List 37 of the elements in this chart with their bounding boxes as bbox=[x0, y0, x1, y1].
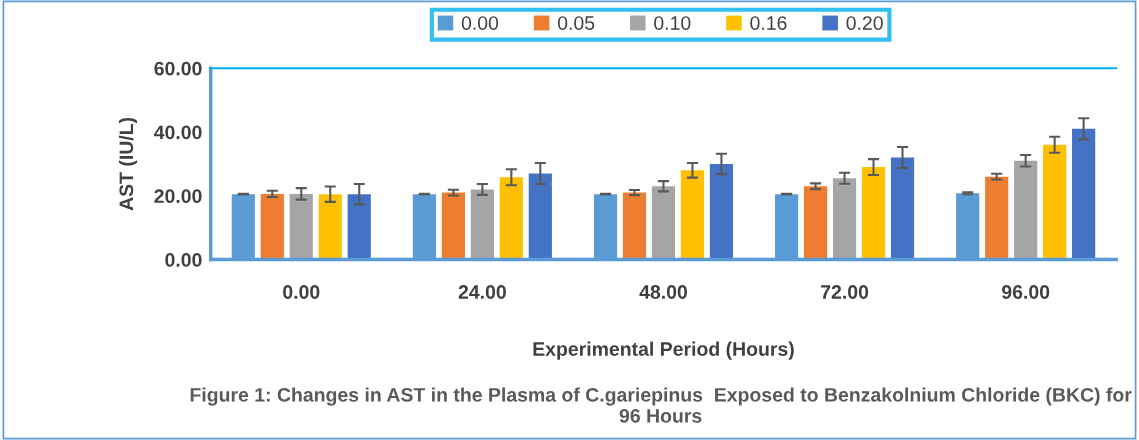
bar bbox=[260, 193, 284, 260]
bar bbox=[528, 173, 552, 260]
bar bbox=[680, 170, 705, 260]
x-tick-label: 72.00 bbox=[821, 285, 869, 299]
bar bbox=[709, 163, 734, 260]
legend-label: 0.10 bbox=[654, 16, 691, 30]
x-tick-label: 0.00 bbox=[283, 285, 320, 299]
x-axis-title: Experimental Period (Hours) bbox=[533, 341, 794, 360]
bar bbox=[832, 178, 857, 260]
x-tick-label: 96.00 bbox=[1002, 285, 1050, 299]
bar bbox=[318, 194, 342, 260]
caption: Figure 1: Changes in AST in the Plasma of C.gariepinus Exposed to Benzakolnium Chloride (BKC) for 96 Hours bbox=[190, 387, 1132, 423]
legend-label: 0.00 bbox=[461, 16, 499, 30]
bar bbox=[499, 177, 523, 260]
bar bbox=[804, 186, 828, 260]
legend-label: 0.05 bbox=[557, 16, 595, 30]
bar bbox=[441, 192, 465, 260]
bar bbox=[890, 157, 915, 260]
legend-label: 0.16 bbox=[750, 16, 787, 30]
bar bbox=[1014, 160, 1038, 260]
legend-label: 0.20 bbox=[846, 16, 883, 30]
bar bbox=[651, 186, 676, 260]
bar bbox=[1072, 128, 1096, 260]
x-tick-label: 24.00 bbox=[458, 285, 506, 299]
bar bbox=[861, 167, 886, 260]
bar bbox=[985, 176, 1009, 260]
bar bbox=[470, 189, 494, 260]
bar bbox=[1043, 144, 1067, 260]
y-tick-label: 40.00 bbox=[154, 125, 202, 140]
y-tick-label: 20.00 bbox=[154, 189, 202, 204]
bar bbox=[289, 193, 313, 260]
bar bbox=[622, 192, 647, 260]
y-axis-title: AST (IU/L) bbox=[118, 117, 138, 211]
y-tick-label: 60.00 bbox=[154, 61, 202, 76]
bar bbox=[347, 194, 371, 260]
x-tick-label: 48.00 bbox=[639, 285, 687, 299]
y-tick-label: 0.00 bbox=[165, 253, 202, 267]
